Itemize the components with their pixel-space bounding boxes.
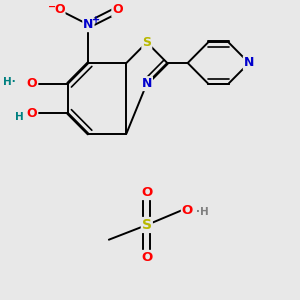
- Text: +: +: [92, 15, 100, 25]
- Text: ·H: ·H: [196, 207, 208, 217]
- Text: O: O: [182, 204, 193, 217]
- Text: N: N: [142, 77, 152, 90]
- Text: N: N: [244, 56, 254, 70]
- Text: O: O: [27, 106, 37, 120]
- Text: O: O: [141, 186, 152, 199]
- Text: O: O: [141, 251, 152, 264]
- Text: N: N: [83, 18, 94, 31]
- Text: −: −: [48, 2, 56, 12]
- Text: O: O: [112, 4, 123, 16]
- Text: O: O: [27, 77, 37, 90]
- Text: H·: H·: [3, 77, 16, 87]
- Text: S: S: [142, 36, 151, 49]
- Text: S: S: [142, 218, 152, 232]
- Text: H: H: [15, 112, 24, 122]
- Text: O: O: [54, 4, 64, 16]
